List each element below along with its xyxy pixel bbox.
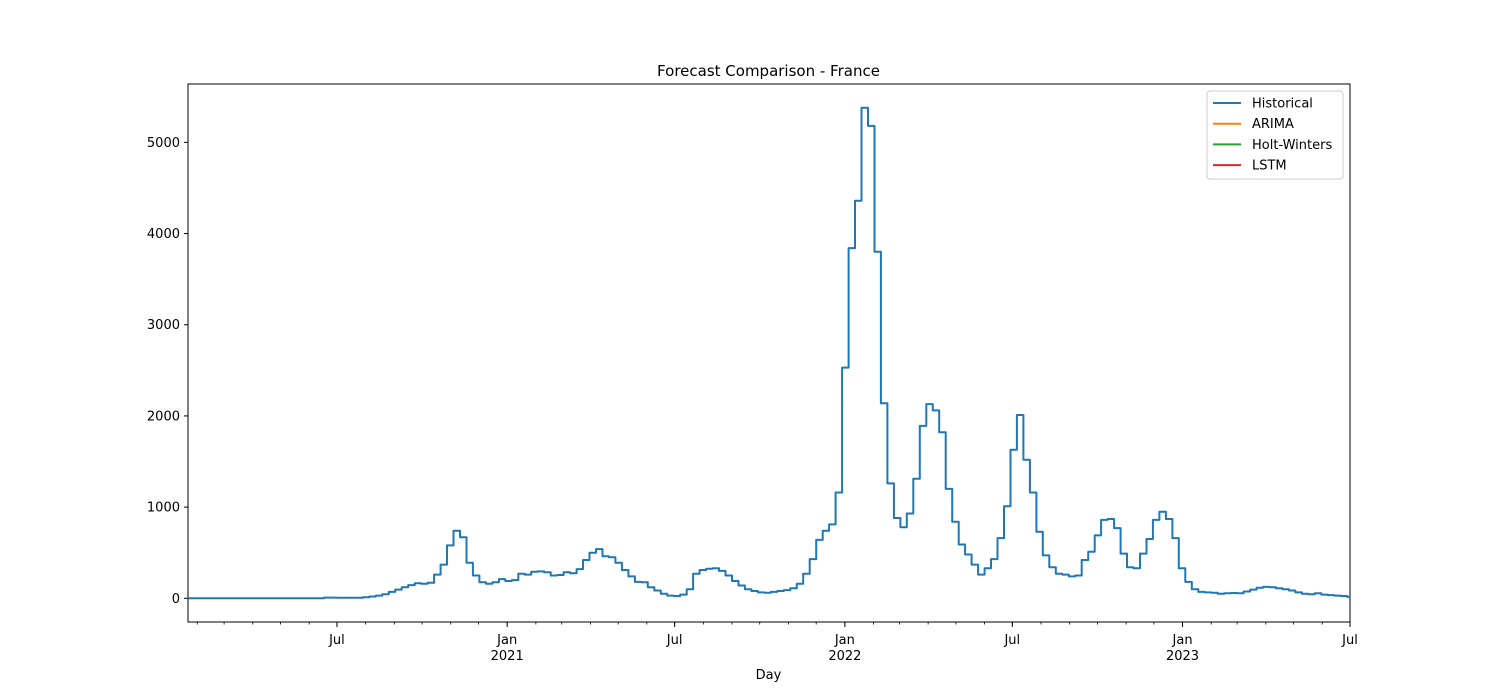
- x-tick-year-label: 2023: [1166, 649, 1199, 664]
- x-tick-label: Jul: [1003, 633, 1020, 648]
- x-tick-label: Jan: [496, 633, 517, 648]
- x-tick-label: Jul: [666, 633, 683, 648]
- x-tick-label: Jan: [834, 633, 855, 648]
- legend-box: [1206, 90, 1344, 180]
- y-axis: 0 1000 2000 3000 4000 5000: [147, 136, 188, 607]
- x-tick-label: Jul: [1341, 633, 1358, 648]
- series-layer: [188, 106, 1350, 600]
- legend-label: Historical: [1252, 97, 1313, 112]
- x-tick-label: Jul: [328, 633, 345, 648]
- legend-label: Holt-Winters: [1252, 138, 1332, 153]
- x-tick-label: Jan: [1172, 633, 1193, 648]
- series-line-historical: [188, 106, 1350, 600]
- y-tick-label: 0: [172, 592, 180, 607]
- x-axis-label: Day: [756, 668, 782, 683]
- legend-label: ARIMA: [1252, 117, 1294, 132]
- x-tick-year-label: 2022: [828, 649, 861, 664]
- y-tick-label: 5000: [147, 136, 180, 151]
- y-tick-label: 4000: [147, 227, 180, 242]
- plot-frame: [187, 83, 1351, 623]
- x-tick-year-label: 2021: [491, 649, 524, 664]
- legend-label: LSTM: [1252, 159, 1287, 174]
- y-tick-label: 2000: [147, 409, 180, 424]
- plot-area: [187, 83, 1351, 623]
- chart-title: Forecast Comparison - France: [657, 62, 880, 80]
- y-tick-label: 1000: [147, 501, 180, 516]
- y-tick-label: 3000: [147, 318, 180, 333]
- legend: Historical ARIMA Holt-Winters LSTM: [1206, 90, 1344, 180]
